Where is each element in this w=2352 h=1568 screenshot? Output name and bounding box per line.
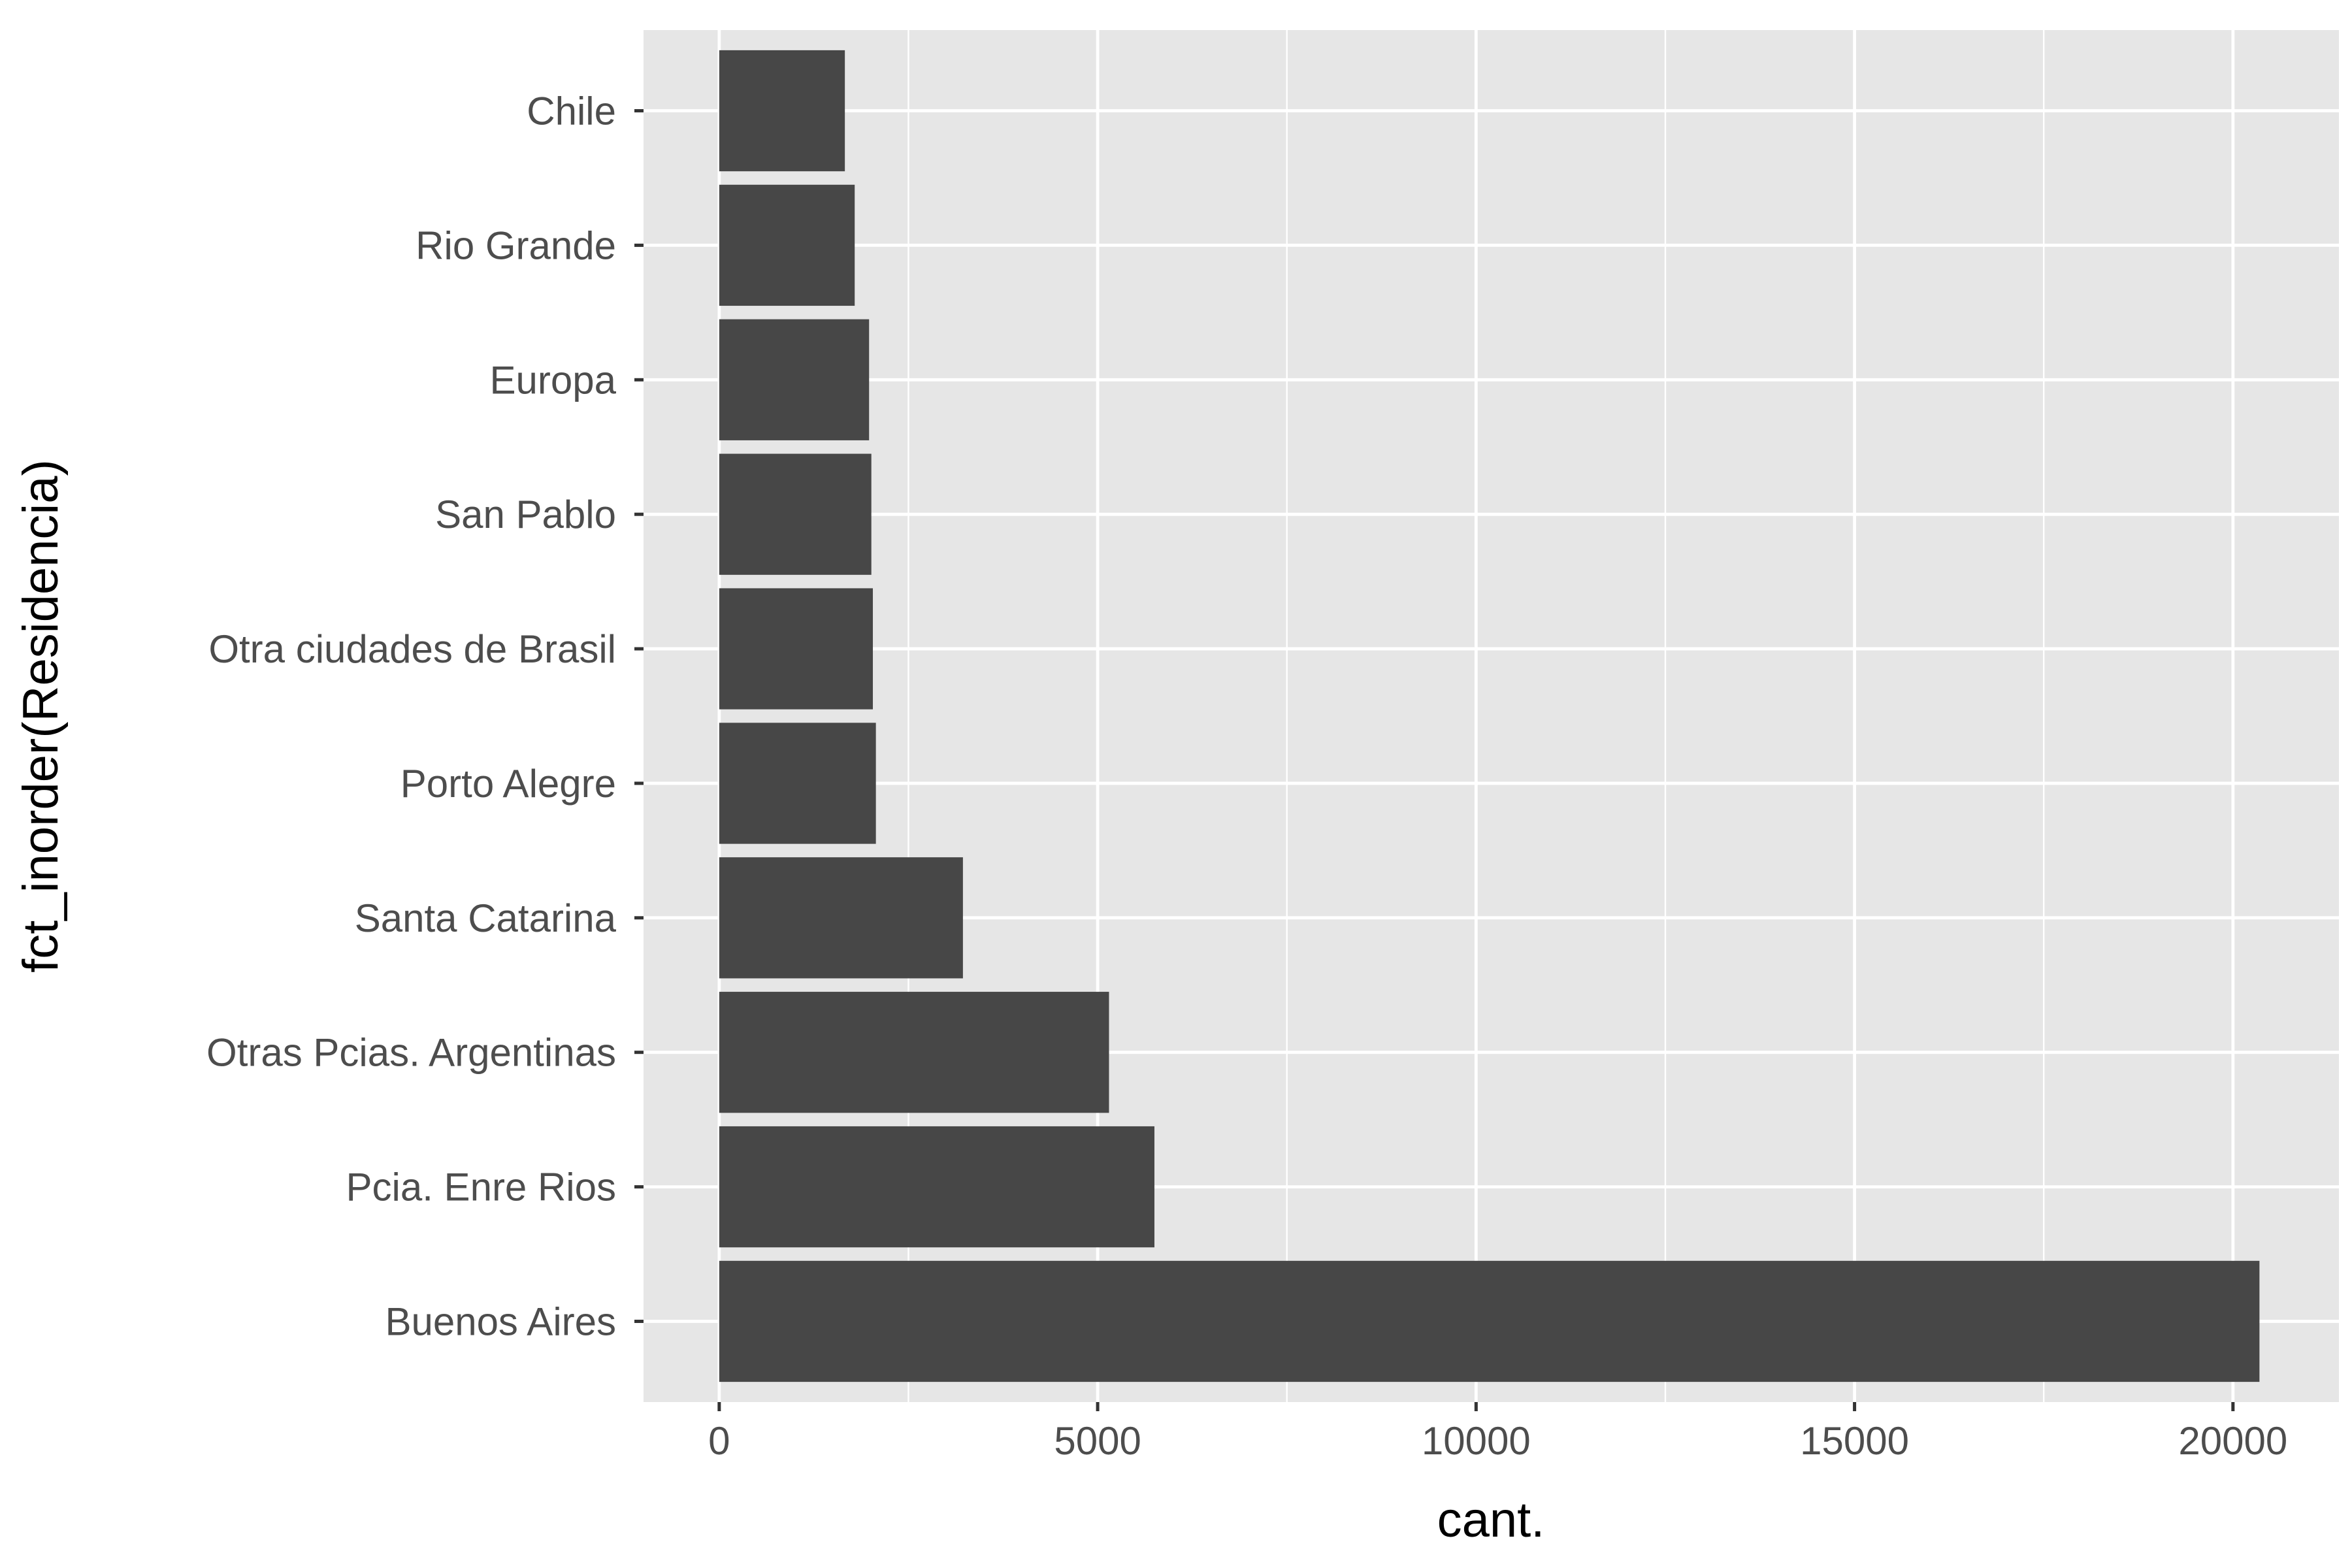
y-tick-label: Pcia. Enre Rios bbox=[346, 1166, 617, 1209]
x-axis: 0 5000 10000 15000 20000 bbox=[708, 1402, 2287, 1463]
y-tick-label: San Pablo bbox=[435, 493, 616, 536]
x-tick-label: 10000 bbox=[1422, 1419, 1531, 1463]
bar bbox=[719, 723, 876, 844]
x-tick-label: 15000 bbox=[1800, 1419, 1909, 1463]
y-tick-label: Buenos Aires bbox=[385, 1299, 616, 1343]
bar bbox=[719, 992, 1109, 1113]
y-tick-label: Europa bbox=[490, 358, 617, 402]
y-tick-label: Chile bbox=[527, 90, 616, 133]
x-tick-label: 0 bbox=[708, 1419, 730, 1463]
bar bbox=[719, 184, 855, 306]
bar bbox=[719, 453, 872, 575]
y-tick-label: Otra ciudades de Brasil bbox=[208, 627, 616, 671]
bar bbox=[719, 319, 870, 440]
y-axis-title: fct_inorder(Residencia) bbox=[13, 459, 69, 973]
bar bbox=[719, 50, 845, 172]
bar bbox=[719, 1126, 1154, 1248]
bars bbox=[719, 50, 2260, 1382]
y-tick-label: Otras Pcias. Argentinas bbox=[206, 1031, 616, 1075]
y-axis: Buenos Aires Pcia. Enre Rios Otras Pcias. … bbox=[206, 90, 644, 1343]
y-tick-label: Santa Catarina bbox=[355, 896, 617, 940]
x-tick-label: 20000 bbox=[2178, 1419, 2287, 1463]
bar bbox=[719, 1260, 2260, 1382]
bar bbox=[719, 857, 963, 979]
bar bbox=[719, 588, 874, 710]
y-tick-label: Rio Grande bbox=[416, 223, 616, 267]
x-axis-title: cant. bbox=[1437, 1492, 1545, 1548]
x-tick-label: 5000 bbox=[1054, 1419, 1141, 1463]
y-tick-label: Porto Alegre bbox=[400, 762, 616, 806]
